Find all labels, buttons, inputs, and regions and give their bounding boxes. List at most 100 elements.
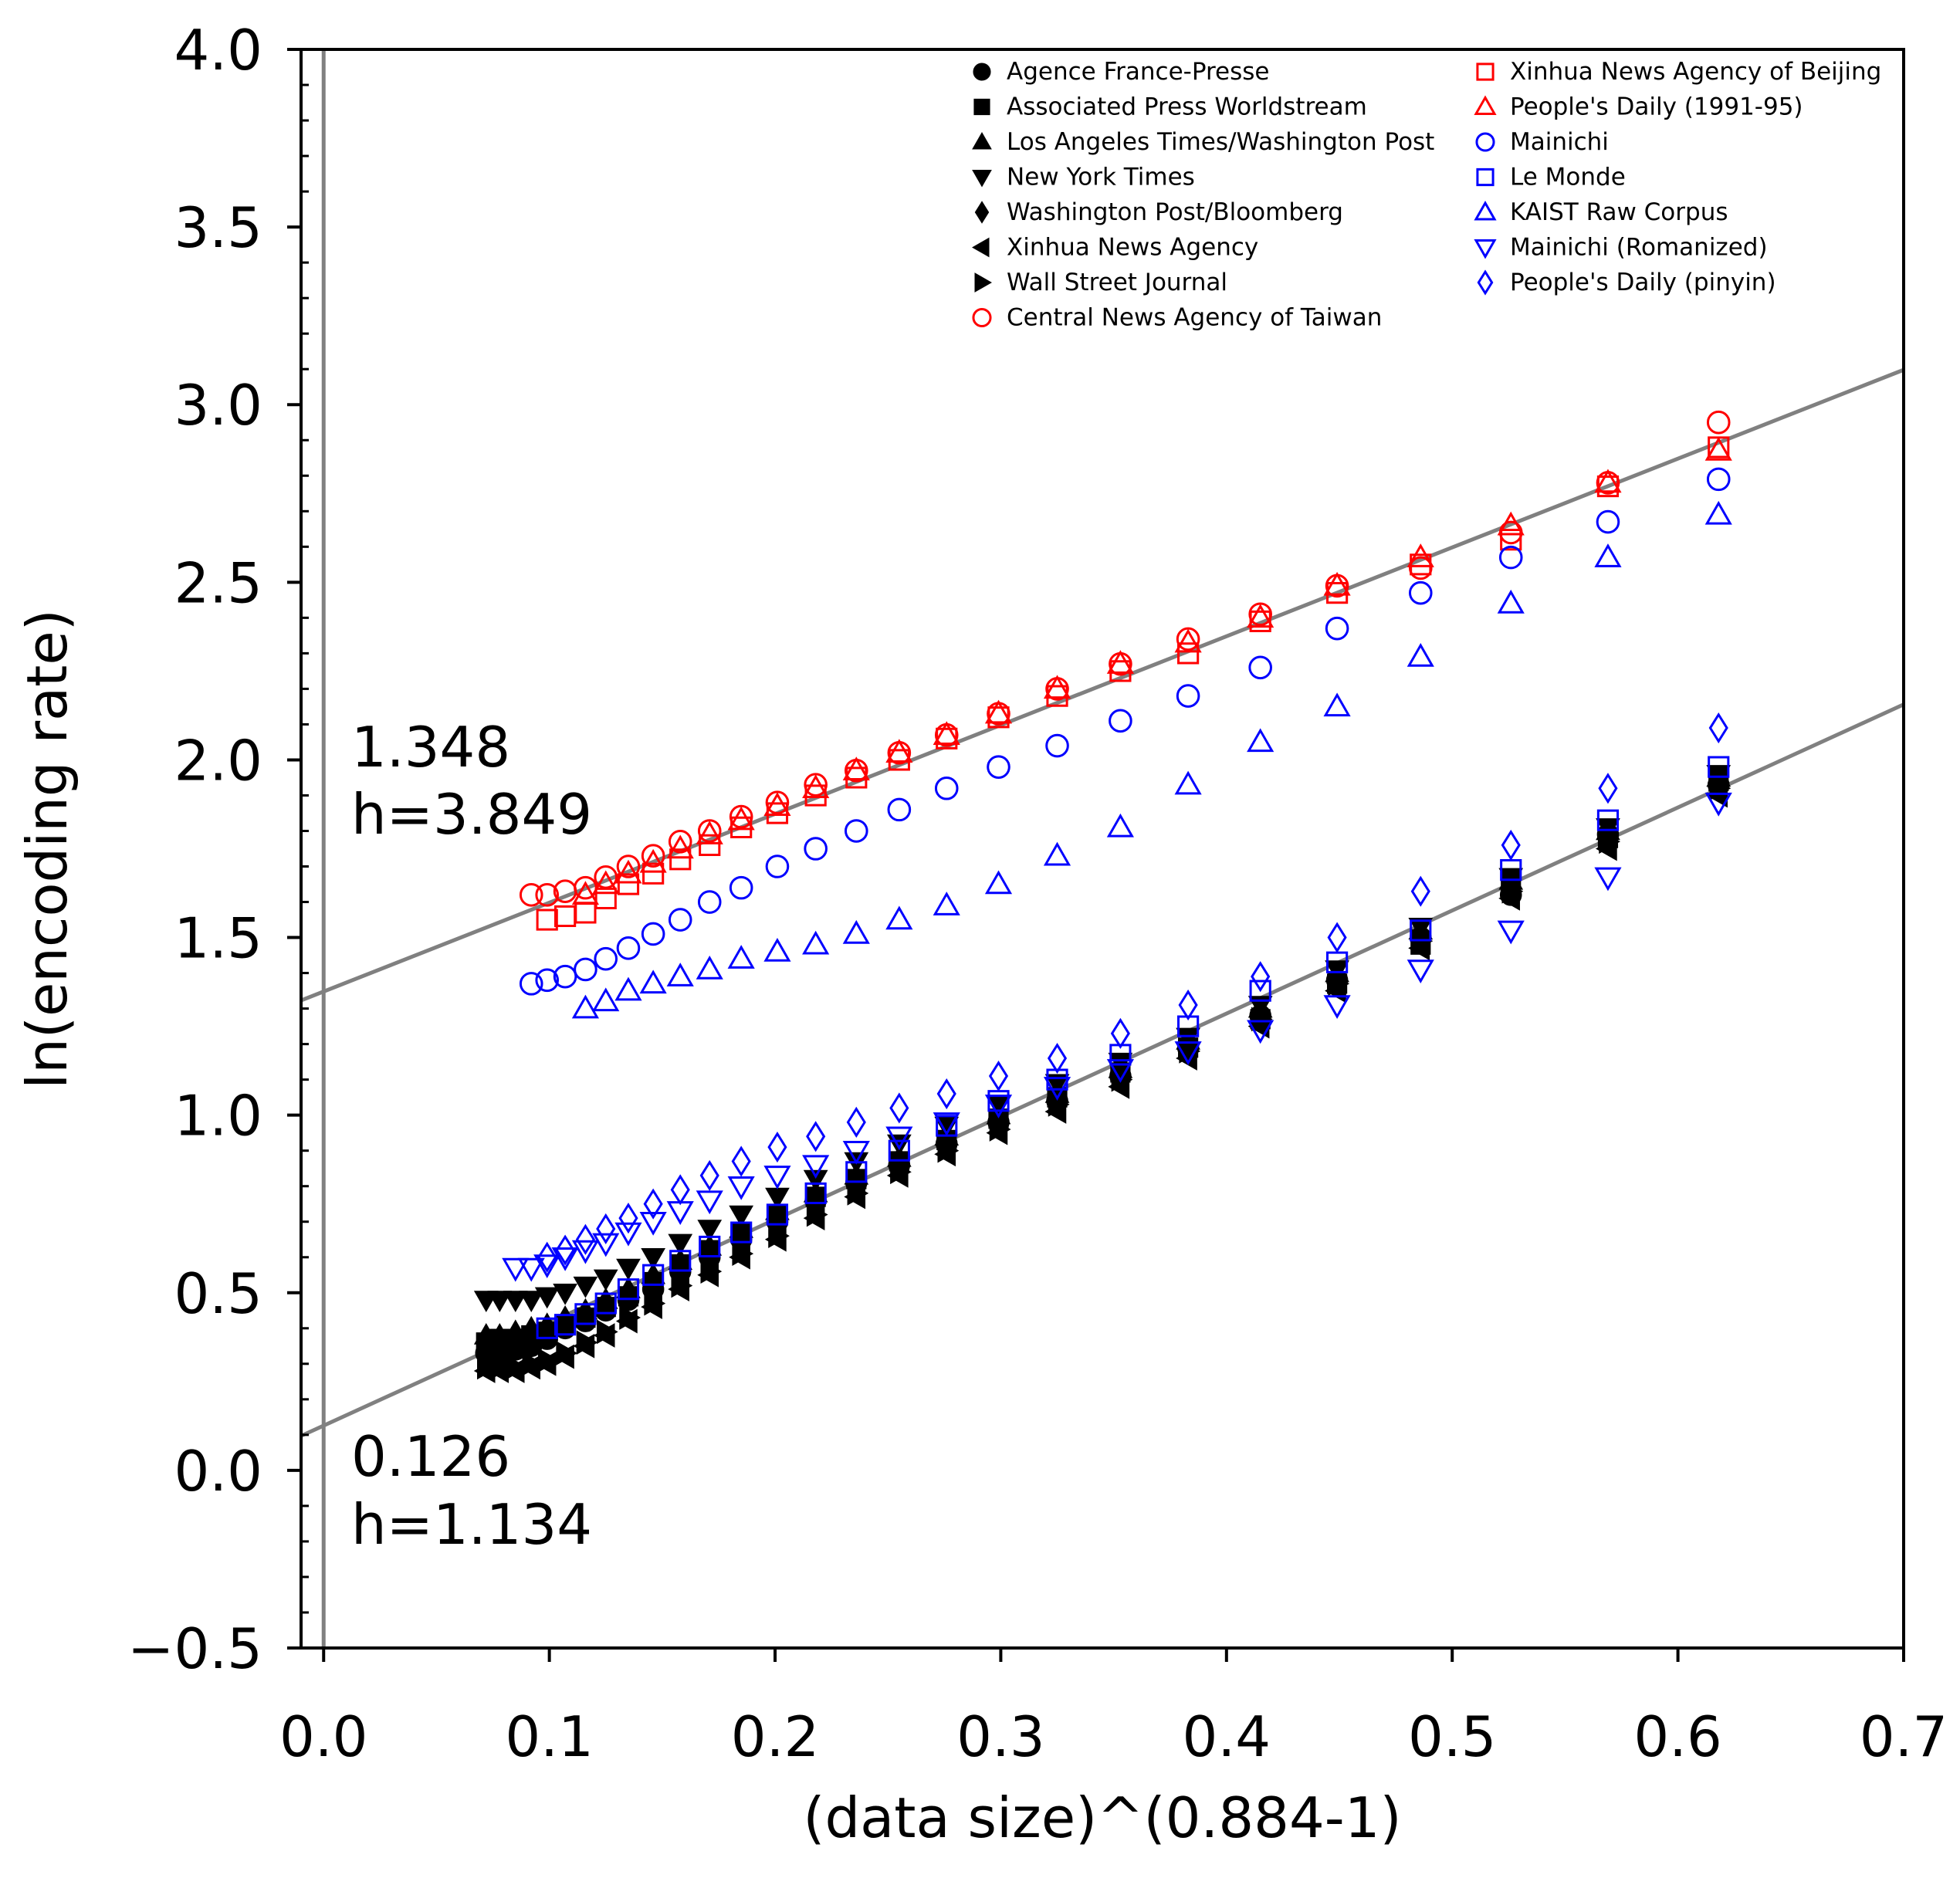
data-point: [593, 1269, 618, 1291]
data-point: [845, 1161, 868, 1183]
data-point: [576, 1330, 598, 1355]
data-point: [641, 1248, 665, 1270]
plot-frame: [300, 48, 1905, 1650]
data-point: [727, 806, 755, 831]
legend-item-le-monde: Le Monde: [1476, 164, 1626, 191]
data-point: [1249, 980, 1271, 1002]
y-tick-label: 3.5: [174, 195, 262, 260]
data-point: [1500, 529, 1522, 551]
data-point: [889, 1092, 909, 1124]
data-point: [1176, 627, 1200, 651]
data-point: [700, 1259, 723, 1284]
legend-marker: [1474, 239, 1497, 259]
data-point: [1106, 1059, 1134, 1083]
legend-label: KAIST Raw Corpus: [1510, 198, 1728, 226]
data-point: [669, 848, 692, 871]
legend-item-mainichi-romanized: Mainichi (Romanized): [1474, 234, 1768, 262]
data-point: [699, 1159, 719, 1191]
data-point: [519, 972, 543, 996]
series-wall-street-journal: [477, 776, 1732, 1380]
data-point: [1174, 628, 1202, 653]
legend-label: Agence France-Presse: [1007, 58, 1270, 86]
legend-label: Xinhua News Agency: [1007, 234, 1258, 262]
legend-item-wall-street-journal: Wall Street Journal: [974, 269, 1227, 296]
series-people-s-daily-pinyin: [537, 712, 1728, 1273]
data-point: [1048, 1091, 1070, 1117]
data-point: [732, 1218, 750, 1247]
data-point: [592, 870, 620, 895]
legend-marker: [973, 63, 991, 81]
data-point: [614, 859, 642, 884]
data-point: [535, 883, 560, 907]
legend-label: Mainichi (Romanized): [1510, 234, 1768, 262]
data-point: [617, 1278, 640, 1301]
lower-intercept-annotation: 0.126: [351, 1424, 510, 1489]
data-point: [765, 854, 790, 878]
y-axis-label: ln(encoding rate): [15, 609, 80, 1089]
data-point: [1594, 543, 1622, 567]
data-point: [519, 1291, 544, 1312]
data-point: [596, 1319, 618, 1345]
data-point: [1500, 859, 1522, 882]
legend-marker: [974, 272, 993, 293]
data-point: [804, 784, 827, 807]
y-tick-label: 1.0: [174, 1084, 262, 1149]
data-point: [1251, 961, 1271, 993]
data-point: [1497, 511, 1525, 536]
data-point: [618, 1203, 638, 1234]
data-point: [1046, 685, 1068, 707]
legend-label: Xinhua News Agency of Beijing: [1510, 58, 1881, 86]
fit-line-1: [300, 367, 1904, 1003]
data-point: [619, 1305, 641, 1330]
data-point: [1594, 469, 1622, 493]
data-point: [669, 1250, 692, 1272]
data-point: [536, 1317, 558, 1339]
data-point: [490, 1328, 509, 1357]
x-tick-label: 0.4: [1183, 1704, 1271, 1769]
legend-item-los-angeles-times-washington-post: Los Angeles Times/Washington Post: [972, 128, 1434, 156]
data-point: [668, 829, 692, 854]
data-point: [732, 1241, 754, 1267]
data-point: [1248, 655, 1272, 680]
data-point: [729, 875, 753, 900]
lower-h-annotation: h=1.134: [351, 1492, 592, 1557]
data-point: [614, 1222, 642, 1247]
legend-marker: [972, 131, 992, 150]
data-point: [984, 699, 1013, 724]
data-point: [639, 969, 667, 994]
legend-item-people-s-daily-1991-95: People's Daily (1991-95): [1474, 93, 1803, 121]
legend-label: Los Angeles Times/Washington Post: [1007, 128, 1434, 156]
series-kaist-raw-corpus: [571, 500, 1732, 1019]
data-point: [697, 890, 722, 914]
data-point: [1599, 829, 1620, 854]
data-point: [845, 766, 868, 789]
data-point: [802, 930, 830, 955]
legend-label: Wall Street Journal: [1007, 269, 1227, 296]
data-point: [553, 964, 577, 989]
data-point: [554, 1314, 577, 1336]
y-tick-label: 0.0: [174, 1439, 262, 1504]
data-point: [477, 1332, 496, 1361]
data-point: [890, 1159, 912, 1185]
legend-item-agence-france-presse: Agence France-Presse: [973, 58, 1270, 86]
data-point: [696, 1190, 723, 1215]
legend-label: Associated Press Worldstream: [1007, 93, 1367, 121]
data-point: [533, 1254, 561, 1278]
data-point: [592, 987, 620, 1012]
data-point: [573, 1276, 598, 1298]
data-point: [1407, 642, 1434, 667]
data-point: [1323, 995, 1351, 1020]
legend-item-washington-post-bloomberg: Washington Post/Bloomberg: [974, 198, 1343, 226]
series-mainichi-romanized: [502, 792, 1732, 1282]
data-point: [1325, 582, 1349, 604]
data-point: [768, 1200, 787, 1229]
data-point: [937, 1138, 960, 1163]
data-point: [671, 1250, 689, 1279]
legend-marker: [974, 201, 990, 224]
data-point: [642, 862, 665, 885]
data-point: [936, 1115, 958, 1137]
data-point: [639, 848, 667, 873]
data-point: [842, 1140, 870, 1165]
